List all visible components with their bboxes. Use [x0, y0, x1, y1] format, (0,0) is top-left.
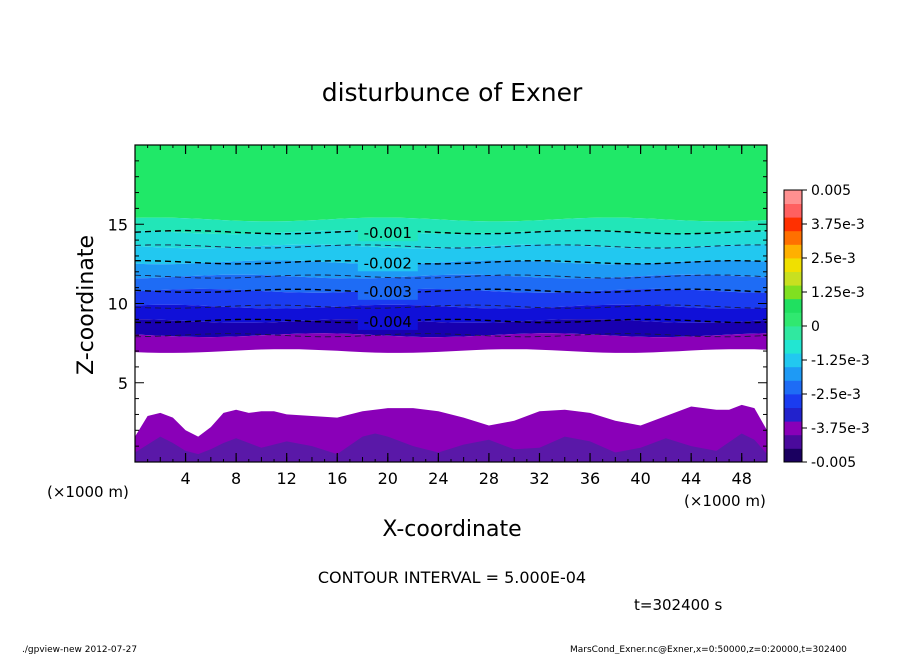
colorbar-band	[784, 366, 802, 381]
colorbar-band	[784, 448, 802, 463]
y-axis: 5 10 15	[108, 144, 767, 463]
contour-label-gap	[357, 281, 418, 300]
x-tick-label: 20	[378, 469, 398, 488]
x-unit-left: (×1000 m)	[47, 483, 129, 501]
colorbar-band	[784, 353, 802, 368]
field-band	[135, 145, 767, 222]
field-band	[135, 333, 767, 353]
y-axis-label: Z-coordinate	[74, 235, 99, 375]
colorbar-band	[784, 230, 802, 245]
colorbar-tick-label: -1.25e-3	[811, 353, 870, 369]
colorbar-band	[784, 421, 802, 436]
contour-label: -0.004	[364, 313, 412, 331]
colorbar-band	[784, 285, 802, 300]
contour-interval-label: CONTOUR INTERVAL = 5.000E-04	[318, 568, 586, 587]
colorbar-band	[784, 380, 802, 395]
time-label: t=302400 s	[634, 596, 722, 614]
x-unit-right: (×1000 m)	[684, 492, 766, 510]
field-band	[135, 274, 767, 293]
field-band	[135, 288, 767, 309]
field-band	[135, 304, 767, 323]
contour-label: -0.003	[364, 283, 412, 301]
x-tick-label: 36	[580, 469, 600, 488]
y-tick-label: 15	[108, 215, 128, 234]
x-tick-label: 44	[681, 469, 701, 488]
colorbar-band	[784, 394, 802, 408]
x-axis-label: X-coordinate	[382, 517, 521, 542]
colorbar-band	[784, 407, 802, 422]
chart-title: disturbunce of Exner	[322, 78, 583, 107]
contour-label-gap	[357, 223, 418, 242]
filled-field	[135, 145, 767, 353]
x-tick-label: 24	[428, 469, 448, 488]
x-tick-label: 48	[732, 469, 752, 488]
contour-line	[134, 333, 768, 338]
x-tick-label: 4	[180, 469, 190, 488]
bottom-region	[135, 404, 767, 462]
colorbar-tick-label: -0.005	[811, 455, 856, 471]
field-band	[135, 230, 767, 249]
contour-lines	[134, 229, 768, 338]
contour-label: -0.001	[364, 224, 412, 242]
contour-label-gap	[357, 253, 418, 272]
field-band	[135, 260, 767, 279]
x-tick-label: 16	[327, 469, 347, 488]
contour-line	[134, 274, 768, 279]
colorbar-band	[784, 339, 802, 354]
colorbar-band	[784, 434, 802, 449]
colorbar-band	[784, 298, 802, 313]
x-tick-label: 32	[529, 469, 549, 488]
y-tick-label: 10	[108, 295, 128, 314]
contour-label: -0.002	[364, 254, 412, 272]
x-tick-label: 8	[231, 469, 241, 488]
footer-left: ./gpview-new 2012-07-27	[22, 645, 137, 654]
colorbar-band	[784, 244, 802, 259]
contour-line	[134, 318, 768, 324]
colorbar-tick-label: 3.75e-3	[811, 217, 865, 233]
x-tick-label: 28	[479, 469, 499, 488]
colorbar-tick-label: 0.005	[811, 183, 851, 199]
colorbar-tick-label: -3.75e-3	[811, 421, 870, 437]
footer-right: MarsCond_Exner.nc@Exner,x=0:50000,z=0:20…	[570, 645, 847, 654]
field-band	[135, 319, 767, 338]
bottom-inner-area	[135, 433, 767, 462]
contour-label-gap	[357, 311, 418, 330]
field-band	[135, 244, 767, 265]
colorbar-band	[784, 258, 802, 272]
contour-labels: -0.001 -0.002 -0.003 -0.004	[357, 223, 418, 331]
colorbar-band	[784, 217, 802, 232]
x-tick-label: 12	[277, 469, 297, 488]
field-band	[135, 217, 767, 235]
colorbar: 0.005 3.75e-3 2.5e-3 1.25e-3 0 -1.25e-3 -2.5e-…	[783, 183, 870, 471]
colorbar-tick-label: 1.25e-3	[811, 285, 865, 301]
contour-line	[134, 288, 768, 294]
contour-line	[135, 259, 768, 265]
contour-line	[134, 244, 767, 249]
contour-line	[134, 304, 768, 309]
contour-line	[134, 229, 768, 235]
colorbar-band	[784, 203, 802, 218]
colorbar-tick-label: 2.5e-3	[811, 251, 856, 267]
x-axis: 4 8 12 16 20 24 28 32 36 40 44 48	[134, 145, 768, 488]
colorbar-band	[784, 326, 802, 340]
colorbar-tick-label: 0	[811, 319, 820, 335]
colorbar-tick-label: -2.5e-3	[811, 387, 861, 403]
colorbar-band	[784, 190, 802, 204]
x-tick-label: 40	[630, 469, 650, 488]
y-tick-label: 5	[118, 374, 128, 393]
colorbar-band	[784, 312, 802, 327]
colorbar-band	[784, 271, 802, 286]
